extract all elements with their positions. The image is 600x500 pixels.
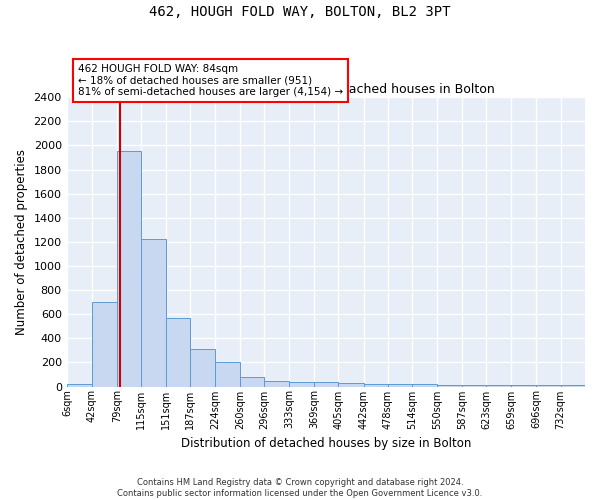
- Text: 462, HOUGH FOLD WAY, BOLTON, BL2 3PT: 462, HOUGH FOLD WAY, BOLTON, BL2 3PT: [149, 5, 451, 19]
- Bar: [166, 318, 190, 386]
- Text: 462 HOUGH FOLD WAY: 84sqm
← 18% of detached houses are smaller (951)
81% of semi: 462 HOUGH FOLD WAY: 84sqm ← 18% of detac…: [78, 64, 343, 97]
- X-axis label: Distribution of detached houses by size in Bolton: Distribution of detached houses by size …: [181, 437, 472, 450]
- Bar: [117, 152, 142, 386]
- Bar: [437, 384, 462, 386]
- Bar: [364, 384, 388, 386]
- Bar: [67, 384, 92, 386]
- Bar: [289, 382, 314, 386]
- Bar: [265, 381, 289, 386]
- Bar: [388, 384, 412, 386]
- Bar: [462, 384, 487, 386]
- Bar: [215, 362, 240, 386]
- Bar: [338, 383, 364, 386]
- Bar: [190, 349, 215, 387]
- Text: Contains HM Land Registry data © Crown copyright and database right 2024.
Contai: Contains HM Land Registry data © Crown c…: [118, 478, 482, 498]
- Title: Size of property relative to detached houses in Bolton: Size of property relative to detached ho…: [157, 83, 495, 96]
- Bar: [314, 382, 338, 386]
- Bar: [487, 384, 511, 386]
- Bar: [142, 240, 166, 386]
- Y-axis label: Number of detached properties: Number of detached properties: [15, 149, 28, 335]
- Bar: [92, 302, 117, 386]
- Bar: [412, 384, 437, 386]
- Bar: [536, 384, 560, 386]
- Bar: [240, 377, 265, 386]
